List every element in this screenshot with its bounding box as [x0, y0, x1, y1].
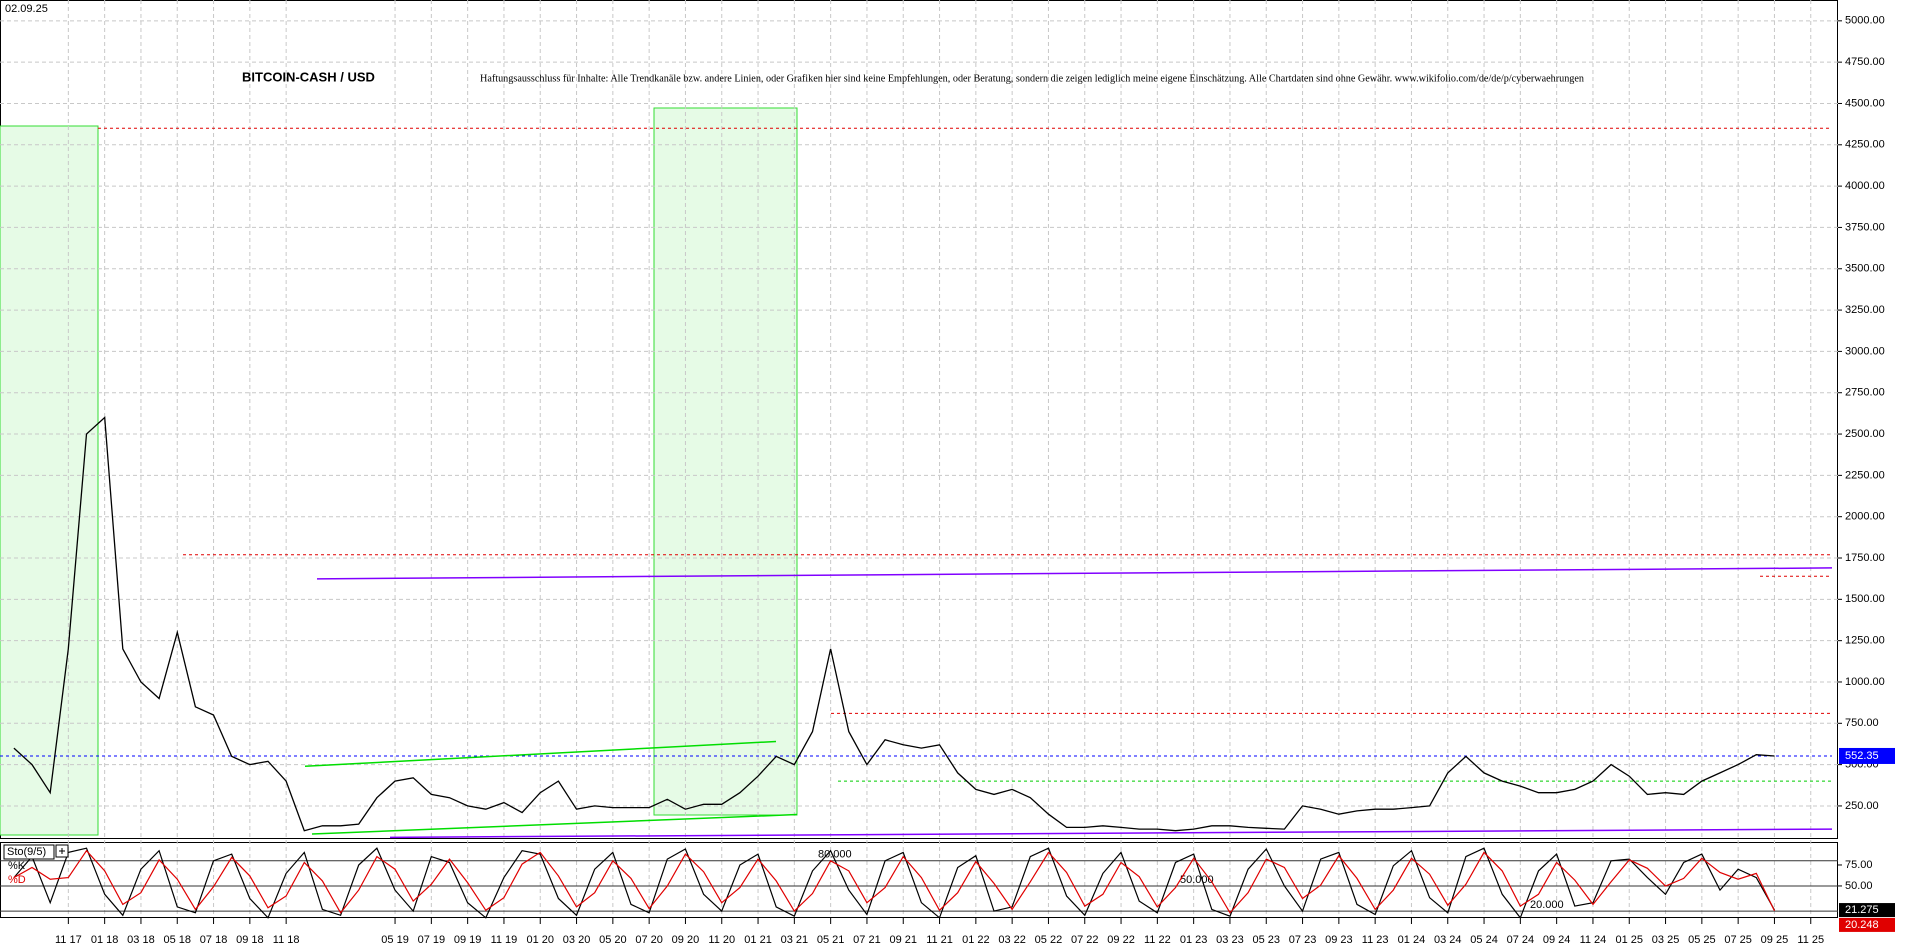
y-tick-label: 3750.00	[1845, 221, 1885, 233]
last-price-box	[1839, 747, 1895, 764]
x-tick-label: 11 21	[926, 934, 953, 946]
value-label: 20.248	[1845, 919, 1879, 931]
value-label: 21.275	[1845, 904, 1879, 916]
x-tick-label: 07 23	[1289, 934, 1317, 946]
x-tick-label: 11 24	[1580, 934, 1607, 946]
x-tick-label: 03 24	[1434, 934, 1462, 946]
x-tick-label: 09 19	[454, 934, 482, 946]
x-tick-label: 09 20	[672, 934, 700, 946]
x-tick-label: 05 22	[1035, 934, 1063, 946]
x-tick-label: 05 23	[1252, 934, 1280, 946]
y-tick-label: 250.00	[1845, 800, 1879, 812]
last-price-label: 552.35	[1845, 750, 1879, 762]
x-tick-label: 03 20	[563, 934, 591, 946]
y-tick-label: 4250.00	[1845, 139, 1885, 151]
y-tick-label: 75.00	[1845, 859, 1873, 871]
x-tick-label: 07 24	[1507, 934, 1535, 946]
date: 02.09.25	[5, 3, 48, 15]
series-line	[13, 847, 1776, 920]
highlight-box	[0, 125, 99, 836]
x-tick-label: 01 24	[1398, 934, 1426, 946]
x-tick-label: 05 21	[817, 934, 845, 946]
disclaimer: Haftungsausschluss für Inhalte: Alle Tre…	[480, 73, 1584, 84]
y-tick-label: 2500.00	[1845, 428, 1885, 440]
x-tick-label: 11 18	[273, 934, 300, 946]
series-line	[13, 849, 1776, 914]
x-tick-label: 11 20	[708, 934, 735, 946]
x-tick-label: 07 25	[1724, 934, 1752, 946]
y-tick-label: 4000.00	[1845, 180, 1885, 192]
series-line	[13, 416, 1775, 832]
level-label: 80.000	[818, 849, 852, 861]
x-tick-label: 09 18	[236, 934, 264, 946]
y-tick-label: 4750.00	[1845, 56, 1885, 68]
y-tick-label: 5000.00	[1845, 15, 1885, 27]
value-box	[1839, 917, 1895, 932]
x-tick-label: 09 24	[1543, 934, 1571, 946]
legend-label: %K	[8, 860, 26, 872]
value-box	[1839, 903, 1895, 918]
x-tick-label: 01 23	[1180, 934, 1208, 946]
y-tick-label: 750.00	[1845, 717, 1879, 729]
x-tick-label: 05 18	[163, 934, 191, 946]
legend-label: %D	[8, 874, 26, 886]
x-tick-label: 11 19	[491, 934, 518, 946]
x-tick-label: 03 21	[781, 934, 809, 946]
x-tick-label: 07 21	[853, 934, 881, 946]
x-tick-label: 01 18	[91, 934, 119, 946]
y-tick-label: 3000.00	[1845, 345, 1885, 357]
x-tick-label: 07 19	[418, 934, 446, 946]
x-tick-label: 09 23	[1325, 934, 1353, 946]
x-tick-label: 01 20	[526, 934, 554, 946]
trend-line	[311, 813, 798, 835]
y-tick-label: 3250.00	[1845, 304, 1885, 316]
y-tick-label: 1000.00	[1845, 676, 1885, 688]
x-tick-label: 05 24	[1470, 934, 1498, 946]
chart-title: BITCOIN-CASH / USD	[242, 69, 375, 84]
x-tick-label: 01 25	[1615, 934, 1643, 946]
y-tick-label: 2250.00	[1845, 469, 1885, 481]
y-tick-label: 2000.00	[1845, 511, 1885, 523]
level-label: 20.000	[1530, 899, 1564, 911]
x-tick-label: 03 18	[127, 934, 155, 946]
y-tick-label: 50.00	[1845, 880, 1873, 892]
highlight-box	[653, 107, 798, 816]
x-tick-label: 07 20	[635, 934, 663, 946]
x-tick-label: 07 22	[1071, 934, 1099, 946]
y-tick-label: 3500.00	[1845, 263, 1885, 275]
x-tick-label: 05 25	[1688, 934, 1716, 946]
x-tick-label: 01 21	[744, 934, 772, 946]
x-tick-label: 05 19	[381, 934, 409, 946]
x-tick-label: 09 21	[889, 934, 917, 946]
y-tick-label: 1750.00	[1845, 552, 1885, 564]
level-label: 50.000	[1180, 874, 1214, 886]
x-tick-label: 09 25	[1761, 934, 1789, 946]
y-tick-label: 1500.00	[1845, 593, 1885, 605]
x-tick-label: 01 22	[962, 934, 990, 946]
x-tick-label: 11 17	[55, 934, 82, 946]
y-tick-label: 1250.00	[1845, 635, 1885, 647]
indicator-title: Sto(9/5)	[7, 846, 46, 858]
x-tick-label: 03 22	[998, 934, 1026, 946]
x-tick-label: 05 20	[599, 934, 627, 946]
x-tick-label: 03 23	[1216, 934, 1244, 946]
x-tick-label: 03 25	[1652, 934, 1680, 946]
trend-line	[316, 567, 1833, 580]
stoch-frame	[0, 842, 1838, 918]
x-tick-label: 09 22	[1107, 934, 1135, 946]
x-tick-label: 11 25	[1797, 934, 1824, 946]
y-tick-label: 4500.00	[1845, 97, 1885, 109]
y-tick-label: 2750.00	[1845, 387, 1885, 399]
indicator-box	[3, 844, 55, 860]
trend-line	[304, 740, 777, 768]
expand-icon	[59, 848, 65, 854]
x-tick-label: 07 18	[200, 934, 228, 946]
trend-line	[389, 828, 1833, 839]
x-tick-label: 11 22	[1144, 934, 1171, 946]
x-tick-label: 11 23	[1362, 934, 1389, 946]
